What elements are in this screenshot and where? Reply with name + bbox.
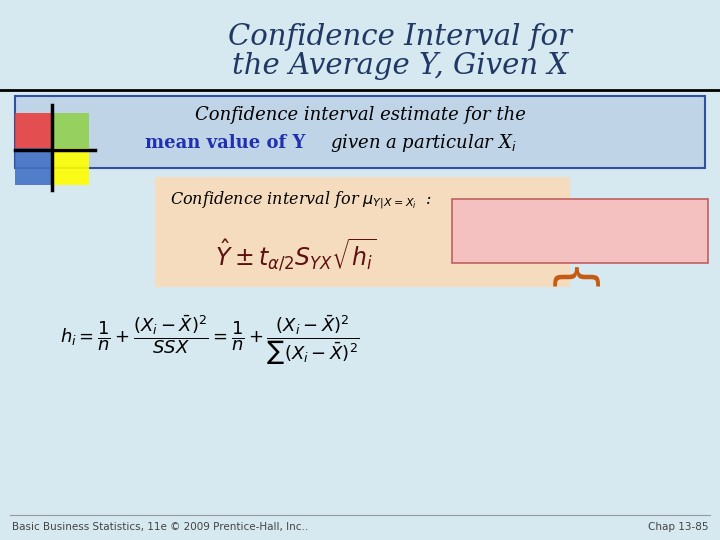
FancyBboxPatch shape (52, 113, 89, 150)
FancyBboxPatch shape (155, 177, 570, 287)
FancyBboxPatch shape (15, 148, 52, 185)
FancyBboxPatch shape (452, 199, 708, 263)
Text: mean value of Y: mean value of Y (145, 134, 305, 152)
Text: Chap 13-85: Chap 13-85 (647, 522, 708, 532)
FancyBboxPatch shape (15, 96, 705, 168)
Text: Confidence interval estimate for the: Confidence interval estimate for the (194, 106, 526, 124)
Text: given a particular X$_i$: given a particular X$_i$ (330, 132, 517, 154)
Text: the Average Y, Given X: the Average Y, Given X (232, 52, 568, 80)
Text: to distance away from mean, X̅: to distance away from mean, X̅ (482, 233, 678, 246)
Text: Basic Business Statistics, 11e © 2009 Prentice-Hall, Inc..: Basic Business Statistics, 11e © 2009 Pr… (12, 522, 308, 532)
Text: $\hat{Y} \pm t_{\alpha/2} S_{YX} \sqrt{h_i}$: $\hat{Y} \pm t_{\alpha/2} S_{YX} \sqrt{h… (215, 237, 377, 273)
Text: Size of interval varies according: Size of interval varies according (480, 214, 680, 227)
Text: Confidence Interval for: Confidence Interval for (228, 23, 572, 51)
FancyBboxPatch shape (15, 113, 52, 150)
Text: $h_i = \dfrac{1}{n} + \dfrac{(X_i - \bar{X})^2}{SSX}= \dfrac{1}{n} + \dfrac{(X_i: $h_i = \dfrac{1}{n} + \dfrac{(X_i - \bar… (60, 313, 359, 367)
Text: {: { (546, 266, 594, 298)
Text: Confidence interval for $\mu_{Y|X=X_i}$  :: Confidence interval for $\mu_{Y|X=X_i}$ … (170, 189, 432, 211)
FancyBboxPatch shape (52, 148, 89, 185)
